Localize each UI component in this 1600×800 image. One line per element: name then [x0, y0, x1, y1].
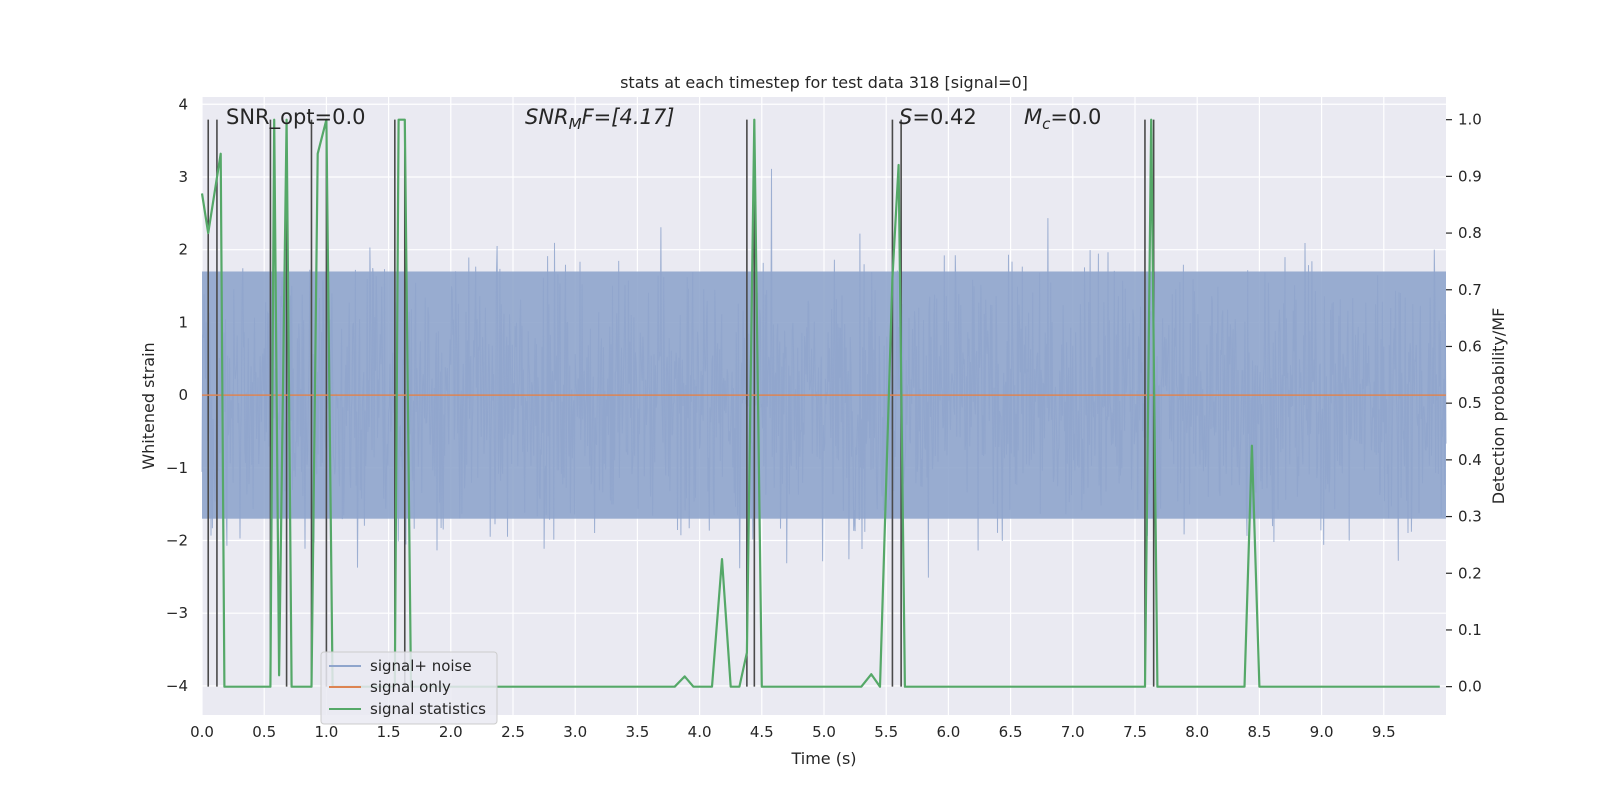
right-y-tick-label: 0.4 [1458, 451, 1482, 469]
right-y-tick-label: 0.2 [1458, 564, 1482, 582]
x-tick-label: 3.5 [625, 723, 649, 741]
x-axis-label: Time (s) [790, 749, 856, 768]
annotation-s: S=0.42 [899, 105, 977, 129]
right-y-tick-label: 0.0 [1458, 678, 1482, 696]
legend: signal+ noise signal only signal statist… [320, 651, 498, 725]
x-tick-label: 0.5 [252, 723, 276, 741]
annotation-mc-prefix: M [1024, 105, 1042, 129]
x-tick-label: 9.5 [1372, 723, 1396, 741]
left-y-tick-label: −3 [166, 604, 188, 622]
legend-box [320, 651, 498, 725]
right-y-tick-label: 1.0 [1458, 111, 1482, 129]
annotation-snr-mf-sub: M [569, 115, 582, 133]
x-axis-ticks: 0.0 0.5 1.0 1.5 2.0 2.5 3.0 3.5 4.0 4.5 5.0 5.5 6.0 6… [190, 723, 1396, 741]
x-tick-label: 9.0 [1310, 723, 1334, 741]
annotation-mc-value: =0.0 [1050, 105, 1101, 129]
x-tick-label: 8.5 [1247, 723, 1271, 741]
annotation-snr-mf: SNRMF=[4.17] [525, 105, 674, 133]
annotation-s-prefix: S [899, 105, 912, 129]
x-tick-label: 1.0 [314, 723, 338, 741]
x-tick-label: 8.0 [1185, 723, 1209, 741]
left-y-tick-label: 0 [178, 386, 188, 404]
x-tick-label: 5.0 [812, 723, 836, 741]
left-y-axis-ticks: −4 −3 −2 −1 0 1 2 3 4 [166, 95, 188, 695]
annotation-snr-mf-prefix: SNR [525, 105, 569, 129]
left-y-axis-label: Whitened strain [139, 342, 158, 469]
signal-statistics-series [200, 118, 1440, 688]
left-y-tick-label: 4 [178, 95, 188, 113]
right-y-tick-label: 0.3 [1458, 508, 1482, 526]
left-y-tick-label: 2 [178, 241, 188, 259]
x-tick-label: 1.5 [377, 723, 401, 741]
x-tick-label: 6.5 [999, 723, 1023, 741]
right-y-axis-ticks: 0.0 0.1 0.2 0.3 0.4 0.5 0.6 0.7 0.8 0.9 1.0 [1446, 111, 1482, 696]
signal-statistics-line [200, 118, 1440, 688]
left-y-tick-label: −4 [166, 677, 188, 695]
right-y-tick-label: 0.8 [1458, 224, 1482, 242]
x-tick-label: 4.0 [688, 723, 712, 741]
x-tick-label: 7.0 [1061, 723, 1085, 741]
annotation-snr-opt: SNR_opt=0.0 [226, 105, 366, 130]
x-tick-label: 2.5 [501, 723, 525, 741]
right-y-tick-label: 0.5 [1458, 394, 1482, 412]
x-tick-label: 7.5 [1123, 723, 1147, 741]
x-tick-label: 6.0 [936, 723, 960, 741]
annotation-snr-mf-suffix: F=[4.17] [582, 105, 675, 129]
right-y-tick-label: 0.6 [1458, 337, 1482, 355]
x-tick-label: 0.0 [190, 723, 214, 741]
right-y-axis-label: Detection probability/MF [1489, 308, 1508, 505]
x-tick-label: 5.5 [874, 723, 898, 741]
legend-label-signal-only: signal only [370, 678, 451, 696]
right-y-tick-label: 0.7 [1458, 281, 1482, 299]
annotation-mc-sub: c [1042, 115, 1051, 133]
noise-trace [201, 168, 1447, 578]
chart-title: stats at each timestep for test data 318… [620, 73, 1028, 92]
x-tick-label: 2.0 [439, 723, 463, 741]
legend-label-statistics: signal statistics [370, 700, 486, 718]
left-y-tick-label: 3 [178, 168, 188, 186]
left-y-tick-label: 1 [178, 313, 188, 331]
annotation-s-value: =0.42 [912, 105, 976, 129]
right-y-tick-label: 0.1 [1458, 621, 1482, 639]
annotation-mc: Mc=0.0 [1024, 105, 1101, 133]
left-y-tick-label: −2 [166, 532, 188, 550]
x-tick-label: 4.5 [750, 723, 774, 741]
legend-label-noise: signal+ noise [370, 657, 472, 675]
x-tick-label: 3.0 [563, 723, 587, 741]
right-y-tick-label: 0.9 [1458, 167, 1482, 185]
left-y-tick-label: −1 [166, 459, 188, 477]
